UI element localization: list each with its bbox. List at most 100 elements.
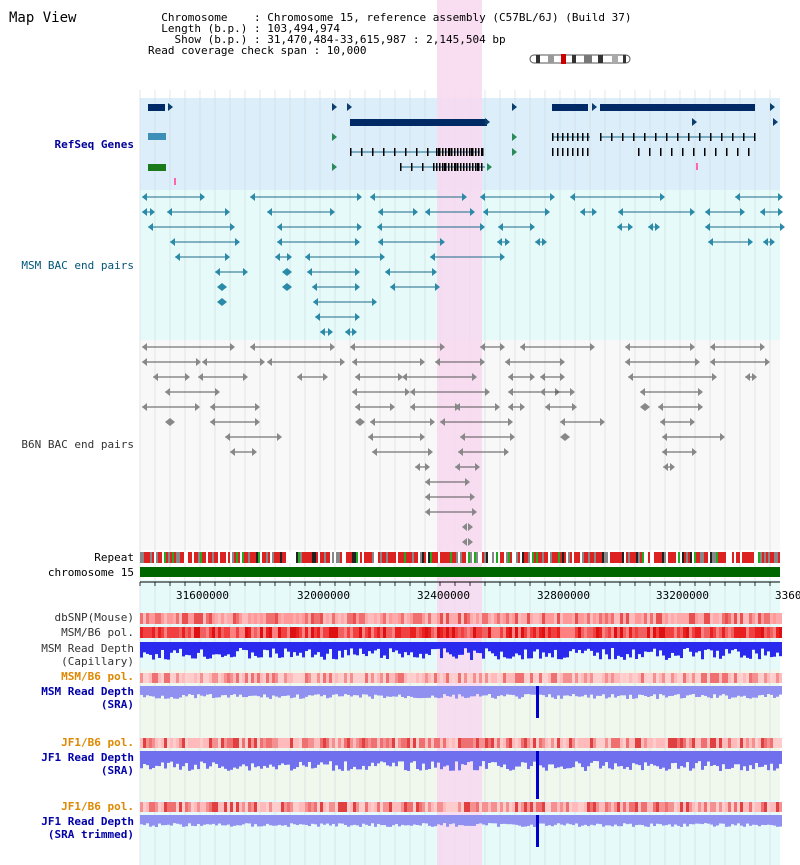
- track-label-jf1-b6-pol-2[interactable]: JF1/B6 pol.: [61, 800, 134, 813]
- depth-bar: [491, 686, 494, 698]
- track-label-dbsnp[interactable]: dbSNP(Mouse): [55, 611, 134, 624]
- depth-bar: [644, 642, 647, 652]
- axis-tick-label: 32000000: [297, 589, 350, 602]
- depth-bar: [644, 686, 647, 697]
- repeat-feature: [252, 552, 254, 563]
- track-label-jf1-b6-pol[interactable]: JF1/B6 pol.: [61, 736, 134, 749]
- depth-bar: [569, 642, 572, 652]
- bac-end-marker: [765, 358, 770, 366]
- repeat-feature: [762, 552, 764, 563]
- depth-bar: [581, 642, 584, 654]
- repeat-feature: [518, 552, 520, 563]
- depth-bar: [557, 686, 560, 696]
- heat-cell: [719, 613, 722, 624]
- track-label-refseq[interactable]: RefSeq Genes: [55, 138, 134, 151]
- heat-cell: [530, 673, 533, 683]
- depth-bar: [425, 751, 428, 770]
- depth-bar: [491, 815, 494, 824]
- track-label-repeat[interactable]: Repeat: [94, 551, 134, 564]
- heat-cell: [437, 802, 440, 812]
- track-sublabel-msm-depth-sra: (SRA): [101, 698, 134, 711]
- gene-exon: [466, 163, 468, 171]
- repeat-feature: [232, 552, 234, 563]
- heat-cell: [506, 802, 509, 812]
- right-scroll-strip[interactable]: [780, 0, 800, 865]
- heat-cell: [563, 673, 566, 683]
- depth-bar: [500, 751, 503, 768]
- track-label-msm-b6-pol[interactable]: MSM/B6 pol.: [61, 626, 134, 639]
- track-label-msm-b6-pol-2[interactable]: MSM/B6 pol.: [61, 670, 134, 683]
- bac-end-marker: [570, 193, 575, 201]
- heat-cell: [611, 627, 614, 638]
- repeat-feature: [216, 552, 218, 563]
- depth-bar: [254, 815, 257, 825]
- heat-cell: [344, 738, 347, 748]
- depth-bar: [362, 686, 365, 695]
- heat-cell: [443, 738, 446, 748]
- depth-bar: [521, 751, 524, 763]
- heat-cell: [617, 613, 620, 624]
- track-label-jf1-depth-sra[interactable]: JF1 Read Depth: [41, 751, 134, 764]
- heat-cell: [326, 673, 329, 683]
- depth-bar: [665, 751, 668, 771]
- heat-cell: [545, 802, 548, 812]
- bac-end-marker: [385, 268, 390, 276]
- heat-cell: [488, 613, 491, 624]
- chromosome-ideogram[interactable]: [529, 54, 631, 64]
- heat-cell: [527, 802, 530, 812]
- heat-cell: [389, 627, 392, 638]
- heat-cell: [635, 738, 638, 748]
- repeat-track[interactable]: [140, 552, 780, 563]
- track-label-msm-bac[interactable]: MSM BAC end pairs: [21, 259, 134, 272]
- heat-cell: [239, 613, 242, 624]
- heat-cell: [716, 627, 719, 638]
- repeat-feature: [382, 552, 384, 563]
- repeat-feature: [208, 552, 210, 563]
- heat-cell: [278, 613, 281, 624]
- depth-bar: [143, 642, 146, 653]
- msm-bac-track[interactable]: [142, 193, 785, 336]
- depth-bar: [383, 686, 386, 699]
- b6n-bac-track[interactable]: [142, 343, 770, 546]
- depth-bar: [776, 815, 779, 827]
- bac-end-marker: [432, 268, 437, 276]
- repeat-feature: [504, 552, 506, 563]
- repeat-feature: [554, 552, 556, 563]
- heat-cell: [161, 613, 164, 624]
- track-label-msm-depth-sra[interactable]: MSM Read Depth: [41, 685, 134, 698]
- gene-exon: [422, 163, 424, 171]
- depth-bar: [773, 686, 776, 698]
- heat-cell: [668, 613, 671, 624]
- heat-cell: [260, 673, 263, 683]
- depth-bar: [158, 686, 161, 699]
- depth-bar: [587, 686, 590, 698]
- depth-bar: [716, 642, 719, 651]
- heat-cell: [770, 673, 773, 683]
- heat-cell: [233, 673, 236, 683]
- depth-bar: [335, 686, 338, 695]
- bac-end-marker: [485, 388, 490, 396]
- bac-end-marker: [378, 208, 383, 216]
- repeat-feature: [144, 552, 146, 563]
- refseq-gene-track[interactable]: [148, 103, 778, 185]
- repeat-feature: [604, 552, 606, 563]
- heat-cell: [386, 613, 389, 624]
- depth-bar: [143, 751, 146, 765]
- track-label-b6n-bac[interactable]: B6N BAC end pairs: [21, 438, 134, 451]
- repeat-feature: [302, 552, 304, 563]
- heat-cell: [662, 802, 665, 812]
- depth-bar: [608, 642, 611, 660]
- heat-cell: [752, 802, 755, 812]
- bac-end-marker: [763, 238, 768, 246]
- bac-end-marker: [705, 208, 710, 216]
- depth-bar: [251, 815, 254, 827]
- depth-bar: [464, 642, 467, 649]
- depth-bar: [656, 686, 659, 699]
- depth-bar: [635, 751, 638, 765]
- heat-cell: [257, 738, 260, 748]
- bac-end-marker: [628, 373, 633, 381]
- depth-bar: [584, 642, 587, 651]
- track-label-msm-depth-capillary[interactable]: MSM Read Depth: [41, 642, 134, 655]
- track-label-jf1-depth-trimmed[interactable]: JF1 Read Depth: [41, 815, 134, 828]
